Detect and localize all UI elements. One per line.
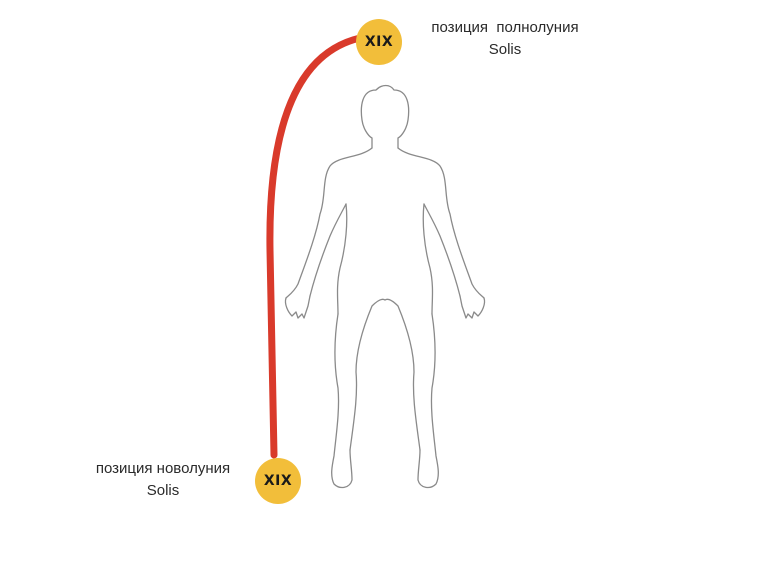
full-moon-label-line1: позиция полнолуния — [431, 19, 579, 36]
full-moon-label-line2: Solis — [488, 41, 522, 58]
new-moon-position-badge: XIX — [255, 458, 301, 504]
new-moon-label-line2: Solis — [146, 482, 180, 499]
human-body-outline-icon — [284, 84, 486, 489]
full-moon-badge-text: XIX — [364, 34, 394, 50]
full-moon-position-badge: XIX — [356, 19, 402, 65]
new-moon-label-line1: позиция новолуния — [95, 460, 231, 477]
new-moon-label: позиция новолуния Solis — [70, 458, 256, 502]
connection-arc — [266, 34, 364, 459]
new-moon-badge-text: XIX — [263, 473, 293, 489]
full-moon-label: позиция полнолуния Solis — [410, 17, 600, 61]
